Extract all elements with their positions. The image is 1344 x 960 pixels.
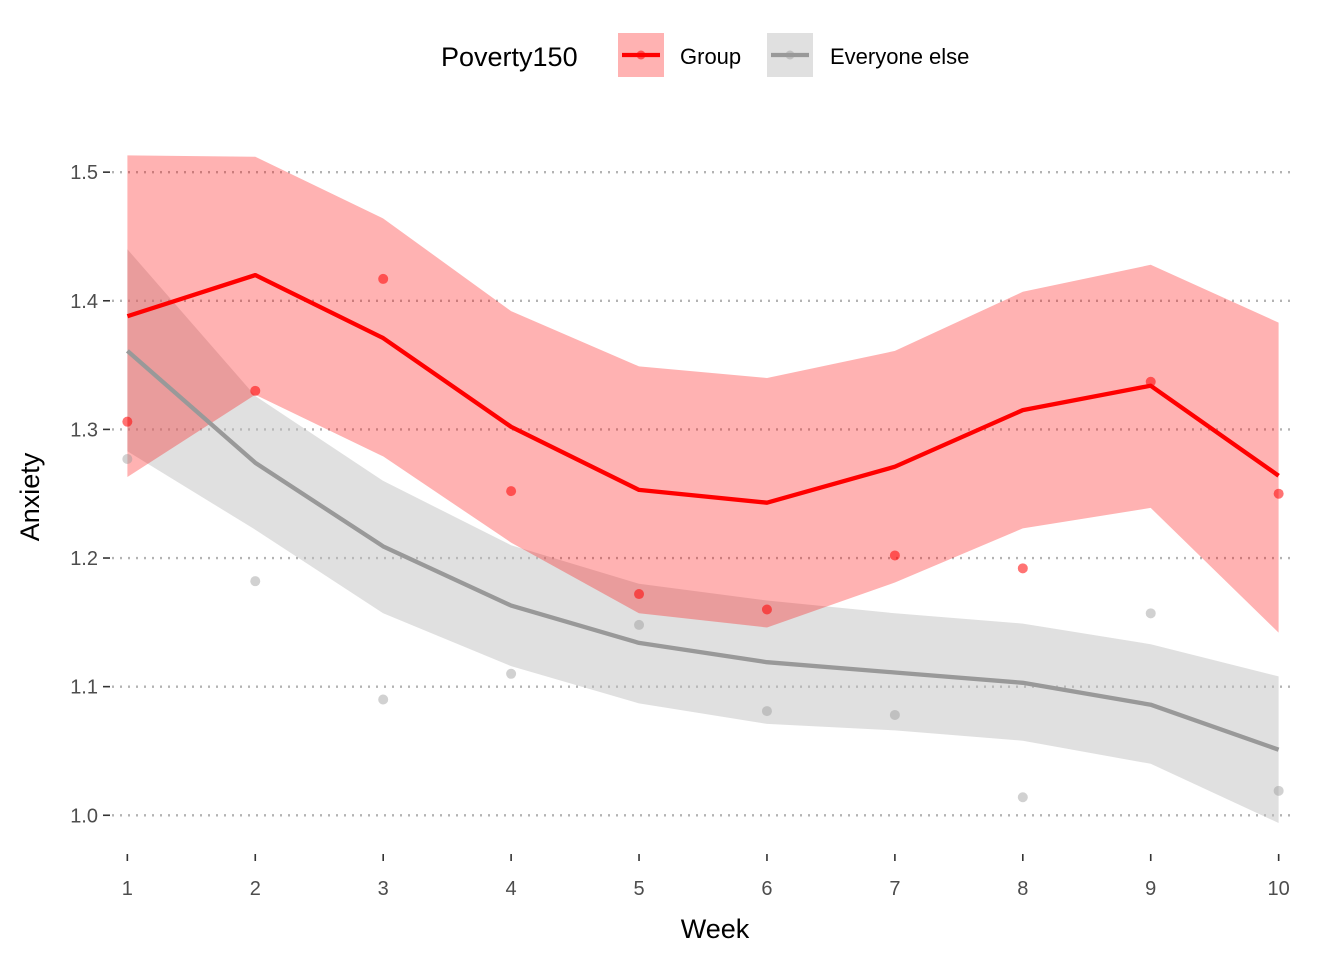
point-everyone-else bbox=[122, 453, 133, 464]
x-tick-label: 1 bbox=[122, 878, 133, 900]
point-everyone-else bbox=[250, 576, 261, 587]
point-group bbox=[378, 273, 389, 284]
point-group bbox=[634, 589, 645, 600]
confidence-bands bbox=[127, 155, 1279, 824]
data-points bbox=[122, 273, 1284, 803]
point-group bbox=[1145, 376, 1156, 387]
point-group bbox=[761, 604, 772, 615]
x-tick-label: 8 bbox=[1017, 878, 1028, 900]
x-tick-label: 3 bbox=[378, 878, 389, 900]
point-everyone-else bbox=[761, 706, 772, 717]
legend-entry-group: Group bbox=[618, 33, 741, 77]
point-group bbox=[122, 416, 133, 427]
legend-label-everyone-else: Everyone else bbox=[830, 44, 969, 69]
ci-band-group bbox=[127, 155, 1279, 633]
point-everyone-else bbox=[506, 668, 517, 679]
line-everyone-else bbox=[125, 349, 1280, 752]
legend-key-everyone-else-dot bbox=[785, 50, 795, 60]
x-axis-ticks: 1 2 3 4 5 6 7 8 9 10 bbox=[122, 854, 1290, 900]
legend-label-group: Group bbox=[680, 44, 741, 69]
point-group bbox=[1273, 488, 1284, 499]
legend-title: Poverty150 bbox=[441, 42, 578, 72]
y-tick-label: 1.2 bbox=[70, 548, 98, 570]
point-group bbox=[889, 550, 900, 561]
x-tick-label: 5 bbox=[633, 878, 644, 900]
point-everyone-else bbox=[1273, 785, 1284, 796]
x-tick-label: 7 bbox=[889, 878, 900, 900]
x-tick-label: 9 bbox=[1145, 878, 1156, 900]
x-tick-label: 6 bbox=[761, 878, 772, 900]
point-everyone-else bbox=[889, 709, 900, 720]
point-group bbox=[250, 385, 261, 396]
point-everyone-else bbox=[1017, 792, 1028, 803]
point-everyone-else bbox=[1145, 608, 1156, 619]
legend: Poverty150 Group Everyone else bbox=[441, 33, 969, 77]
x-tick-label: 2 bbox=[250, 878, 261, 900]
x-axis-title: Week bbox=[681, 914, 750, 944]
y-tick-label: 1.1 bbox=[70, 677, 98, 699]
y-tick-label: 1.4 bbox=[70, 291, 98, 313]
y-tick-label: 1.0 bbox=[70, 805, 98, 827]
x-tick-label: 4 bbox=[506, 878, 517, 900]
y-axis-title: Anxiety bbox=[15, 452, 45, 541]
point-group bbox=[1017, 563, 1028, 574]
point-everyone-else bbox=[378, 694, 389, 705]
y-tick-label: 1.5 bbox=[70, 162, 98, 184]
series-lines bbox=[125, 272, 1280, 752]
point-everyone-else bbox=[634, 619, 645, 630]
gridlines bbox=[112, 170, 1294, 817]
legend-key-group-dot bbox=[636, 50, 646, 60]
legend-entry-everyone-else: Everyone else bbox=[767, 33, 969, 77]
y-tick-label: 1.3 bbox=[70, 419, 98, 441]
point-group bbox=[506, 486, 517, 497]
line-group bbox=[126, 272, 1280, 505]
x-tick-label: 10 bbox=[1268, 878, 1290, 900]
y-axis-ticks: 1.0 1.1 1.2 1.3 1.4 1.5 bbox=[70, 162, 110, 827]
